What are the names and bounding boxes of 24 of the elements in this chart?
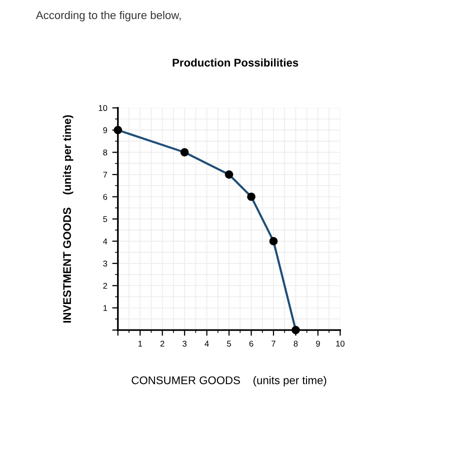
- x-tick-label: 10: [336, 340, 344, 347]
- x-tick-label: 2: [160, 340, 164, 347]
- y-axis-title: INVESTMENT GOODS (units per time): [62, 115, 74, 323]
- y-tick-label: 6: [103, 194, 108, 200]
- y-tick-label: 8: [103, 150, 108, 156]
- y-tick-label: 4: [103, 238, 108, 244]
- x-tick-label: 7: [272, 340, 276, 347]
- x-tick-label: 8: [294, 340, 298, 347]
- text: According to the figure below,: [36, 10, 181, 22]
- x-tick-label: 1: [138, 340, 142, 347]
- y-tick-label: 5: [103, 216, 108, 222]
- y-tick-label: 9: [103, 127, 108, 134]
- x-tick-label: 5: [227, 340, 232, 347]
- x-tick-label: 3: [182, 340, 187, 347]
- x-tick-label: 6: [249, 340, 254, 347]
- y-tick-label: 1: [103, 305, 108, 311]
- y-tick-label: 10: [98, 105, 108, 111]
- y-tick-label: 7: [103, 172, 108, 178]
- y-tick-label: 2: [103, 282, 108, 289]
- chart-title: Production Possibilities: [172, 58, 298, 67]
- y-tick-label: 3: [103, 260, 108, 267]
- x-tick-label: 4: [204, 340, 209, 347]
- x-axis-title: CONSUMER GOODS (units per time): [132, 376, 326, 386]
- x-tick-label: 9: [316, 340, 320, 347]
